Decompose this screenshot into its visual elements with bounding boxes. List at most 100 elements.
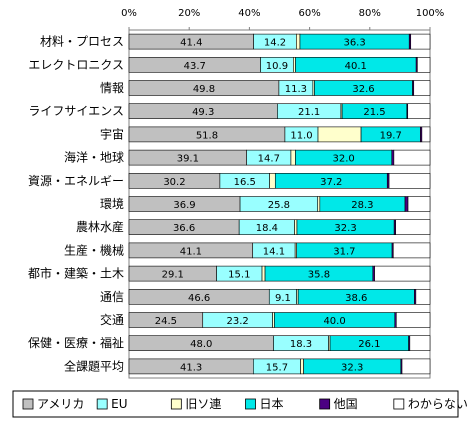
data-label: 29.1 [162,270,184,281]
bar-segment [417,56,431,73]
bar-segment [374,265,431,282]
data-label: 11.0 [290,130,312,141]
bar-segment [269,173,276,189]
x-axis-ticks: 0% 20% 40% 60% 80% 100% [121,8,444,30]
data-label: 25.8 [268,200,290,211]
data-label: 32.6 [352,84,374,95]
data-label: 40.1 [345,61,367,72]
bar-segment [413,80,431,96]
bar-segment [409,335,431,352]
data-label: 32.0 [332,154,354,165]
data-label: 41.4 [180,38,202,49]
bar-segment [296,33,301,50]
data-label: 41.1 [180,246,202,257]
data-label: 14.7 [258,154,280,165]
data-label: 38.6 [345,293,367,304]
x-tick-label: 40% [238,8,260,19]
legend: アメリカ EU 旧ソ連 日本 他国 わからない [12,390,468,418]
data-label: 43.7 [184,61,206,72]
data-label: 16.5 [234,177,256,188]
legend-label: 日本 [260,397,284,411]
legend-label: アメリカ [37,397,84,411]
data-label: 19.7 [380,130,402,141]
data-label: 10.9 [266,61,288,72]
bar-segment [290,149,296,166]
bar-segment [410,33,431,50]
bar-segment [415,288,431,305]
data-label: 23.2 [227,316,249,327]
category-label: 資源・エネルギー [28,174,124,188]
x-tick-label: 60% [298,8,320,19]
category-label: ライフサイエンス [28,104,124,118]
bar-segment [261,265,266,282]
category-labels: 材料・プロセスエレクトロニクス情報ライフサイエンス宇宙海洋・地球資源・エネルギー… [28,35,124,374]
bars [128,33,431,375]
category-label: 海洋・地球 [64,150,124,165]
data-label: 37.2 [320,177,342,188]
data-label: 36.6 [173,223,195,234]
legend-swatch [22,398,34,410]
data-label: 18.4 [256,223,278,234]
data-label: 49.3 [192,107,214,118]
legend-label: EU [111,397,127,411]
bar-segment [388,173,431,189]
bar-segment [391,149,395,166]
bar-segment [404,196,409,212]
legend-swatch [393,398,405,410]
bar-segment [293,56,296,73]
legend-box [12,390,459,418]
data-label: 31.7 [333,246,355,257]
data-label: 14.1 [263,246,285,257]
category-label: 保健・医療・福祉 [28,335,124,350]
category-label: 通信 [100,290,124,304]
category-label: 全課題平均 [64,358,124,373]
bar-segment [392,242,431,259]
legend-swatch [245,398,256,410]
legend-swatch [96,398,108,410]
data-label: 32.3 [341,362,363,373]
data-label: 18.3 [290,339,312,350]
data-label: 30.2 [163,177,185,188]
data-label: 21.5 [363,107,385,118]
data-label: 15.1 [228,270,250,281]
category-label: 生産・機械 [64,242,124,257]
data-label: 32.3 [334,223,356,234]
data-label: 48.0 [190,339,212,350]
legend-swatch [170,398,182,410]
data-label: 46.6 [188,293,210,304]
data-label: 14.2 [264,38,286,49]
bar-segment [317,196,321,212]
bar-segment [395,219,431,235]
data-label: 39.1 [177,154,199,165]
x-tick-label: 20% [178,8,200,19]
data-label: 35.8 [308,270,330,281]
category-label: 農林水産 [76,219,124,234]
data-label: 11.3 [285,84,307,95]
legend-label: わからない [408,397,468,411]
legend-label: 旧ソ連 [185,397,221,411]
bar-segment [407,196,431,212]
legend-swatch [319,398,331,410]
bar-segment [300,358,304,375]
data-label: 51.8 [196,130,218,141]
category-label: 環境 [100,196,124,211]
data-label: 24.5 [155,316,177,327]
bar-segment [407,103,431,119]
bar-segment [395,312,431,328]
category-label: エレクトロニクス [28,58,124,72]
data-label: 26.1 [358,339,380,350]
bar-segment [401,358,431,375]
x-tick-label: 100% [416,8,445,19]
data-label: 49.8 [193,84,215,95]
bar-segment [421,126,431,143]
category-label: 交通 [100,312,124,327]
category-label: 宇宙 [100,126,124,141]
data-labels: 41.4 14.2 36.3 43.7 10.9 40.1 49.8 11.3 32.6 49.3… [155,38,402,374]
category-label: 情報 [100,81,124,95]
data-label: 36.3 [343,38,365,49]
data-label: 15.7 [266,362,288,373]
legend-label: 他国 [334,397,358,411]
bar-segment [294,219,298,235]
